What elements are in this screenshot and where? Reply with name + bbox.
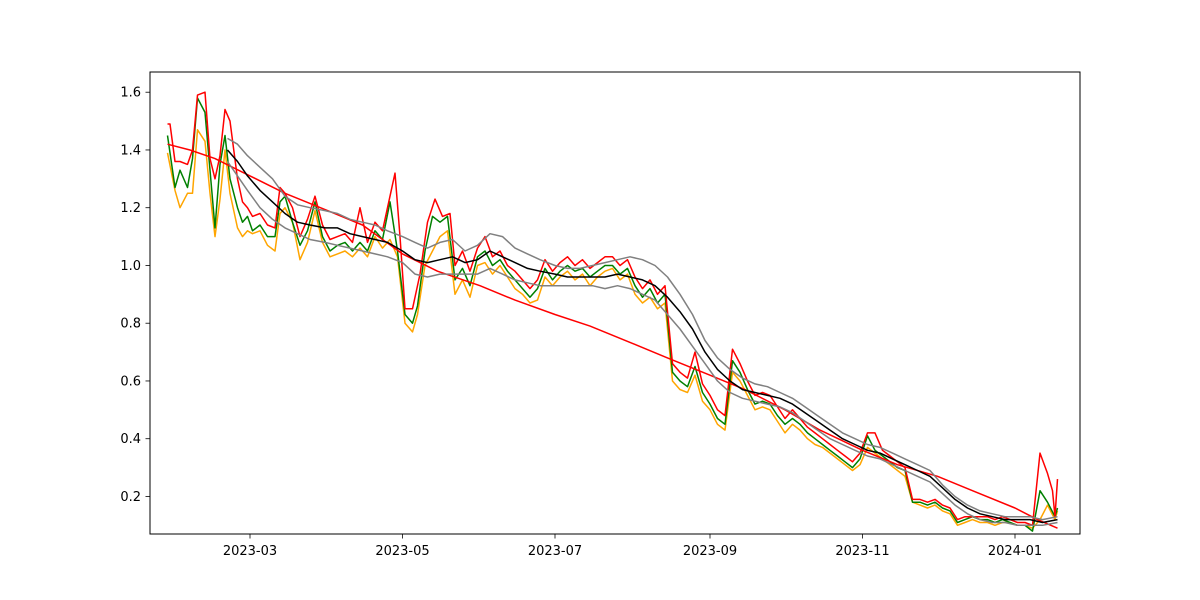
x-tick-label: 2023-07 [528,544,582,559]
series-line-6 [226,161,1058,527]
y-tick-label: 0.4 [120,432,141,447]
x-tick-label: 2023-11 [835,544,889,559]
y-tick-label: 0.6 [120,374,141,389]
y-tick-label: 1.4 [120,143,141,158]
series-line-3 [167,143,1058,529]
x-tick-label: 2023-09 [683,544,737,559]
series-line-4 [226,149,1058,524]
y-tick-label: 0.2 [120,490,141,505]
y-tick-label: 1.2 [120,201,141,216]
y-tick-label: 0.8 [120,317,141,332]
x-tick-label: 2023-05 [375,544,429,559]
x-tick-label: 2024-01 [988,544,1042,559]
y-tick-label: 1.0 [120,259,141,274]
x-axis: 2023-03 2023-05 2023-07 2023-09 2023-11 2024-… [223,534,1042,559]
y-axis: 0.2 0.4 0.6 0.8 1.0 1.2 1.4 1.6 [120,86,150,505]
y-tick-label: 1.6 [120,86,141,101]
x-tick-label: 2023-03 [223,544,277,559]
plot-frame [149,71,1081,535]
series-layer [166,91,1059,532]
series-line-5 [227,137,1058,521]
